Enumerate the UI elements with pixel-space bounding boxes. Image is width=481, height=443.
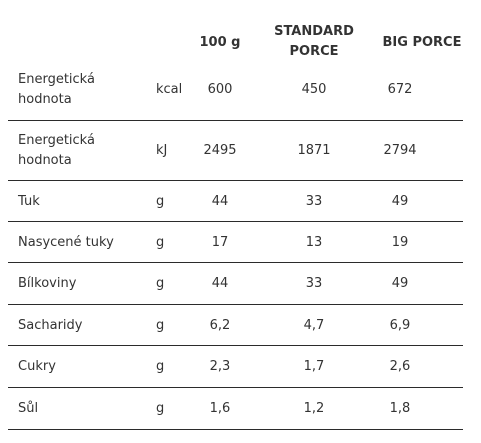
nutrient-name: Bílkoviny — [18, 276, 77, 291]
value-100g: 44 — [211, 194, 229, 209]
nutrient-name: Sacharidy — [18, 318, 83, 333]
value-100g: 1,6 — [209, 401, 231, 416]
nutrient-name: Energetická hodnota — [18, 133, 95, 168]
value-big: 2794 — [383, 143, 417, 158]
nutrient-unit: kJ — [156, 143, 168, 158]
value-big: 2,6 — [389, 359, 411, 374]
nutrient-unit: g — [156, 194, 165, 209]
value-100g: 2,3 — [209, 359, 231, 374]
value-standard: 33 — [305, 194, 323, 209]
table-row: Energetická hodnota kcal 600 450 672 — [8, 60, 463, 121]
value-standard: 1871 — [297, 143, 331, 158]
table-row: Sůl g 1,6 1,2 1,8 — [8, 388, 463, 430]
header-standard-porce: STANDARD PORCE — [274, 24, 354, 59]
table-row: Nasycené tuky g 17 13 19 — [8, 222, 463, 263]
nutrient-name: Tuk — [18, 194, 40, 209]
value-big: 1,8 — [389, 401, 411, 416]
nutrient-unit: g — [156, 359, 165, 374]
nutrient-unit: g — [156, 276, 165, 291]
value-big: 672 — [387, 82, 413, 97]
nutrient-unit: g — [156, 401, 165, 416]
nutrient-name: Nasycené tuky — [18, 235, 114, 250]
value-standard: 1,2 — [303, 401, 325, 416]
table-row: Sacharidy g 6,2 4,7 6,9 — [8, 305, 463, 346]
table-row: Tuk g 44 33 49 — [8, 181, 463, 222]
value-standard: 13 — [305, 235, 323, 250]
table-row: Energetická hodnota kJ 2495 1871 2794 — [8, 121, 463, 181]
value-standard: 33 — [305, 276, 323, 291]
value-100g: 44 — [211, 276, 229, 291]
value-100g: 2495 — [203, 143, 237, 158]
value-big: 49 — [391, 276, 409, 291]
table-header: 100 g STANDARD PORCE BIG PORCE — [0, 0, 463, 60]
value-100g: 6,2 — [209, 318, 231, 333]
nutrient-unit: g — [156, 235, 165, 250]
header-big-porce: BIG PORCE — [382, 35, 462, 50]
table-row: Cukry g 2,3 1,7 2,6 — [8, 346, 463, 388]
value-standard: 1,7 — [303, 359, 325, 374]
value-100g: 600 — [207, 82, 233, 97]
value-100g: 17 — [211, 235, 229, 250]
value-big: 6,9 — [389, 318, 411, 333]
nutrient-name: Cukry — [18, 359, 56, 374]
nutrient-unit: kcal — [156, 82, 183, 97]
value-standard: 450 — [301, 82, 327, 97]
header-100g: 100 g — [199, 35, 241, 50]
nutrient-name: Sůl — [18, 401, 39, 416]
value-standard: 4,7 — [303, 318, 325, 333]
value-big: 19 — [391, 235, 409, 250]
value-big: 49 — [391, 194, 409, 209]
nutrient-unit: g — [156, 318, 165, 333]
table-row: Bílkoviny g 44 33 49 — [8, 263, 463, 305]
nutrient-name: Energetická hodnota — [18, 72, 95, 107]
